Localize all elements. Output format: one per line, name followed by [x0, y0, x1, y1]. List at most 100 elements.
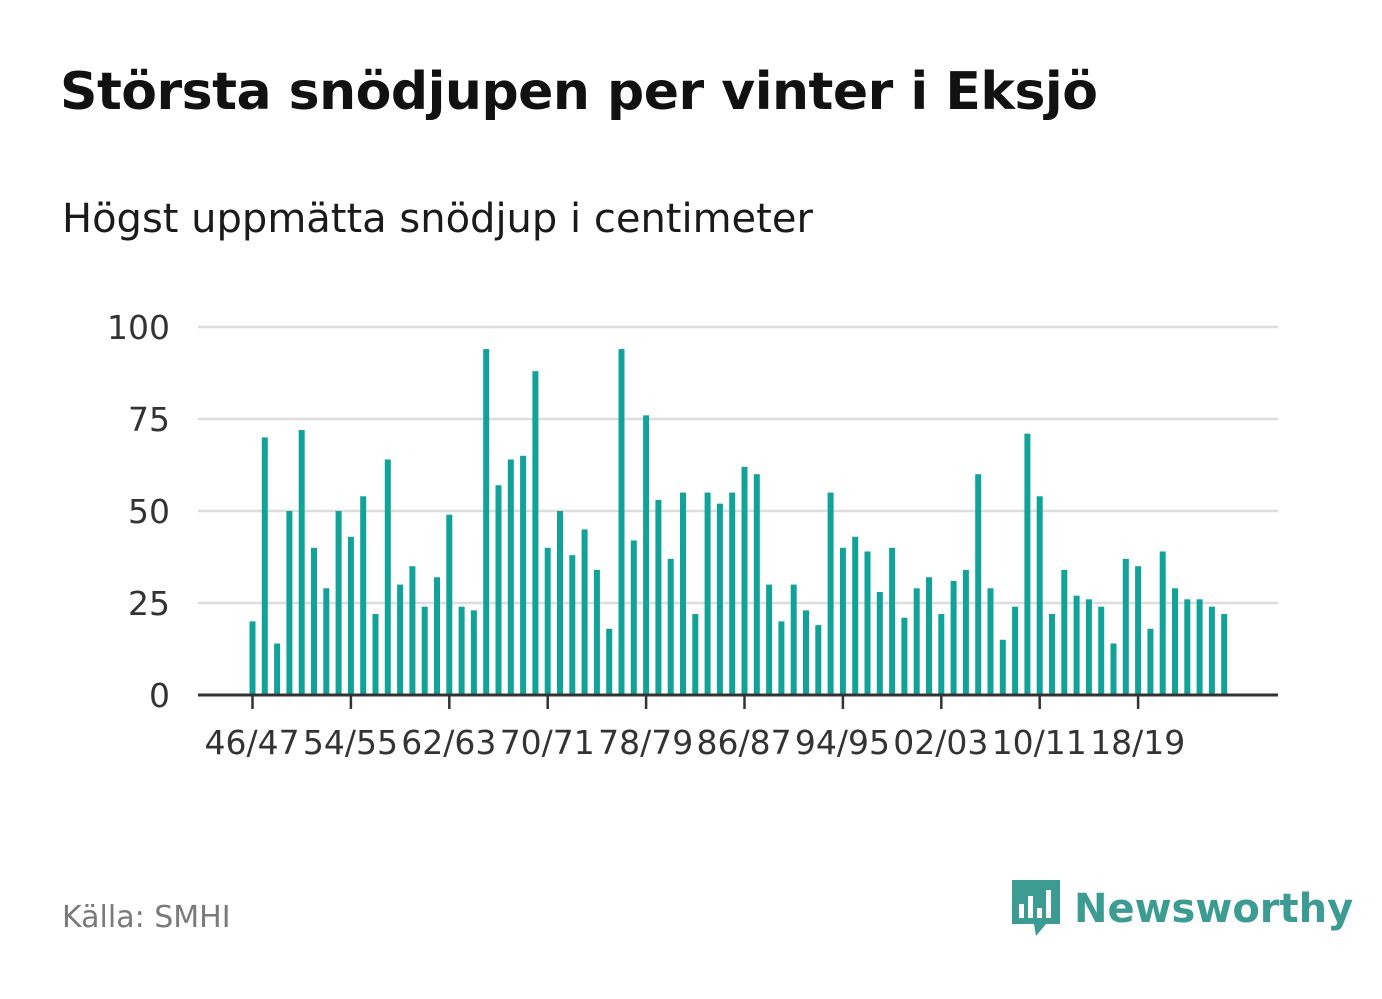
bar	[606, 628, 613, 695]
bar	[1172, 588, 1178, 695]
bar	[507, 459, 514, 695]
bar	[815, 625, 822, 695]
bar	[704, 492, 711, 695]
bar	[741, 466, 748, 695]
x-tick-label: 02/03	[893, 723, 988, 762]
x-tick-label: 10/11	[992, 723, 1087, 762]
bar	[274, 643, 281, 695]
bar	[790, 584, 797, 695]
bar	[544, 547, 551, 695]
bar	[372, 614, 379, 695]
bar	[384, 459, 391, 695]
chart-title: Största snödjupen per vinter i Eksjö	[60, 62, 1098, 122]
bar	[593, 569, 600, 695]
bar	[446, 514, 453, 695]
bar	[778, 621, 785, 695]
bar	[729, 492, 736, 695]
x-tick-label: 86/87	[697, 723, 792, 762]
bar	[458, 606, 465, 695]
bar	[827, 492, 834, 695]
bar	[1221, 614, 1228, 695]
bar	[249, 621, 256, 695]
bar	[1061, 569, 1068, 695]
bar	[1049, 614, 1055, 695]
bar	[975, 474, 982, 695]
bar	[1135, 566, 1142, 695]
bar	[692, 614, 699, 695]
x-tick-label: 62/63	[401, 723, 496, 762]
bar	[1098, 606, 1105, 695]
bar	[1024, 433, 1031, 695]
bar	[926, 577, 932, 695]
brand-name: Newsworthy	[1074, 886, 1354, 932]
bar	[803, 610, 809, 695]
bar	[495, 485, 502, 695]
x-tick-label: 54/55	[303, 723, 398, 762]
y-tick-label: 25	[128, 584, 170, 623]
bar	[716, 503, 723, 695]
bar	[470, 610, 477, 695]
bar	[667, 558, 674, 695]
bar	[1110, 643, 1117, 695]
bar	[1036, 496, 1043, 695]
bar	[569, 555, 576, 695]
y-tick-label: 75	[128, 400, 170, 439]
bar	[618, 349, 625, 695]
bar	[889, 547, 896, 695]
bar	[1184, 599, 1191, 695]
bar	[999, 639, 1006, 695]
bar	[655, 499, 662, 695]
x-tick-label: 70/71	[500, 723, 595, 762]
x-tick-label: 18/19	[1090, 723, 1185, 762]
bar	[360, 496, 367, 695]
bar	[323, 588, 330, 695]
bar	[1012, 606, 1019, 695]
bar	[938, 614, 945, 695]
bar	[532, 371, 539, 695]
bar	[1073, 595, 1080, 695]
bar	[1159, 551, 1166, 695]
bar	[434, 577, 440, 695]
bar	[581, 529, 588, 695]
bar	[913, 588, 920, 695]
bar	[864, 551, 871, 695]
bar	[286, 511, 293, 695]
bar	[876, 591, 883, 695]
bar	[680, 492, 686, 695]
bar	[1147, 628, 1154, 695]
bar	[1085, 599, 1092, 695]
bar	[766, 584, 773, 695]
bar	[335, 511, 342, 695]
bar	[753, 474, 760, 695]
bar	[962, 569, 969, 695]
bar	[261, 437, 268, 695]
newsworthy-logo-icon	[1012, 880, 1060, 936]
source-note: Källa: SMHI	[62, 900, 231, 935]
y-tick-label: 50	[128, 492, 170, 531]
bar	[409, 566, 416, 695]
bar	[852, 536, 859, 695]
bar	[483, 349, 490, 695]
bar	[397, 584, 404, 695]
chart-subtitle: Högst uppmätta snödjup i centimeter	[62, 196, 813, 242]
bar	[630, 540, 637, 695]
x-tick-label: 46/47	[205, 723, 300, 762]
bar	[1122, 558, 1129, 695]
bar	[1208, 606, 1215, 695]
newsworthy-logo: Newsworthy	[1010, 878, 1353, 940]
bar	[987, 588, 994, 695]
bar	[311, 547, 317, 695]
bar	[901, 617, 908, 695]
bar	[839, 547, 846, 695]
bar	[643, 415, 650, 695]
bar	[1196, 599, 1203, 695]
bar	[950, 580, 957, 695]
bar	[347, 536, 354, 695]
x-tick-label: 78/79	[598, 723, 693, 762]
y-tick-label: 0	[149, 676, 170, 715]
bar	[298, 430, 305, 695]
bar	[421, 606, 428, 695]
y-tick-label: 100	[107, 308, 170, 347]
bar	[520, 455, 527, 695]
x-tick-label: 94/95	[795, 723, 890, 762]
